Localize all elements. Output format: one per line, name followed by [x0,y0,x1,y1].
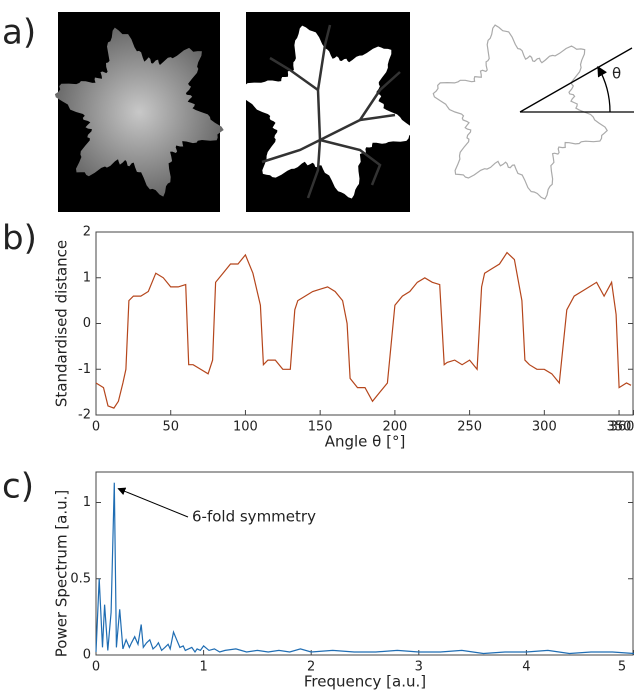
x-tick-label: 0 [92,420,100,435]
x-tick-label: 200 [382,420,407,435]
y-tick-label: -1 [78,362,91,377]
data-line [95,482,634,655]
y-tick-label: 1 [83,495,91,510]
y-tick-label: 0 [83,316,91,331]
x-tick-label: 250 [457,420,482,435]
x-tick-label: 300 [532,420,557,435]
y-tick-label: -2 [78,408,91,423]
panel-label: b) [2,219,37,259]
snowflake-gray [54,27,224,197]
y-axis-label: Standardised distance [53,240,71,407]
x-tick-label: 50 [162,420,179,435]
annotation-arrow [117,487,189,518]
x-axis-label: Frequency [a.u.] [304,673,426,691]
x-tick-label: 4 [522,660,530,675]
data-line [95,251,632,409]
y-tick-label: 2 [83,225,91,240]
x-tick-label: 1 [199,660,207,675]
y-axis-label: Power Spectrum [a.u.] [53,490,71,658]
y-tick-label: 1 [83,270,91,285]
y-tick-label: 0.5 [70,571,91,586]
angle-diagram [519,47,634,113]
x-tick-label: 3 [415,660,423,675]
axes-box [95,471,634,656]
skeleton [261,24,401,199]
x-tick-label: 2 [307,660,315,675]
y-tick-label: 0 [83,648,91,663]
x-tick-label: 150 [308,420,333,435]
x-axis-label: Angle θ [°] [325,433,406,451]
panel-label: a) [2,13,36,53]
x-tick-label: 0 [92,660,100,675]
panel-label: c) [2,467,34,507]
x-tick-label: 5 [618,660,626,675]
angle-label: θ [612,65,621,83]
annotation: 6-fold symmetry [192,508,316,526]
x-tick-label: 360 [610,420,634,435]
snowflake-outline [432,24,608,200]
x-tick-label: 350 [607,420,632,435]
x-tick-label: 100 [233,420,258,435]
